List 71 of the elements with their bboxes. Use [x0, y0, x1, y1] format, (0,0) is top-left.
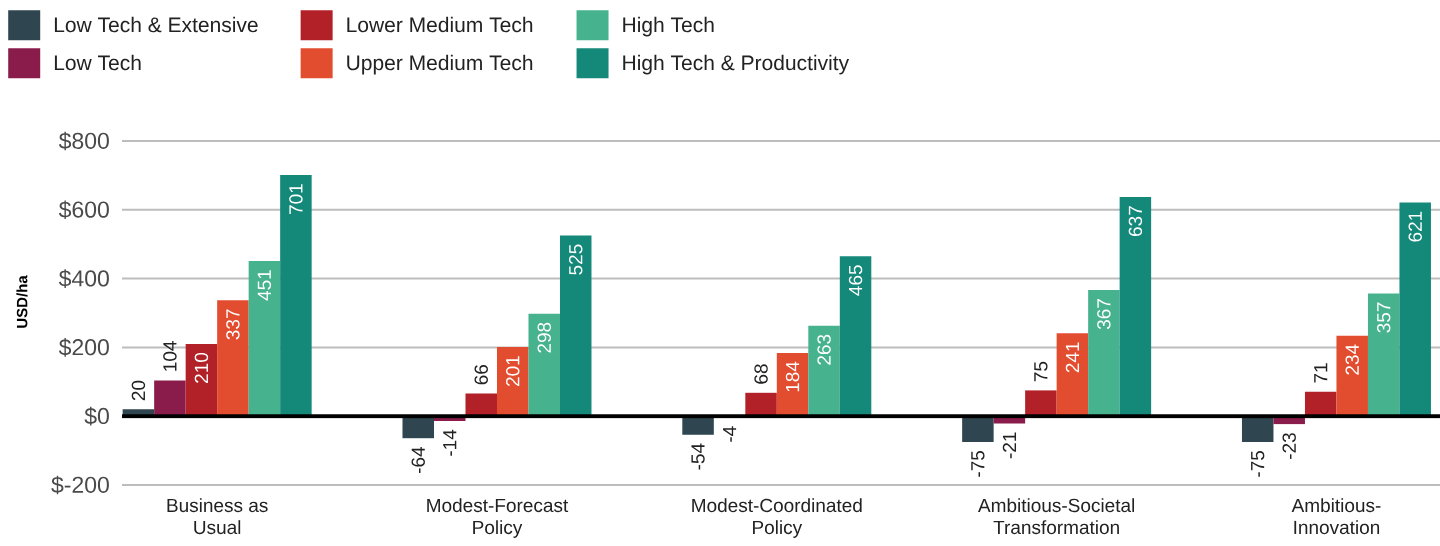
y-tick-label: $-200 [51, 475, 109, 495]
bar [280, 175, 312, 417]
bar [1025, 390, 1057, 417]
bar [559, 235, 592, 417]
y-tick-label: $600 [58, 200, 109, 220]
bar [808, 325, 840, 417]
data-label: 298 [537, 322, 551, 353]
bar [1336, 335, 1368, 417]
y-tick-label: $400 [58, 269, 109, 288]
data-label: 75 [1034, 361, 1048, 382]
data-label: -14 [443, 429, 457, 456]
bar [1399, 202, 1431, 417]
y-axis-title: USD/ha [16, 275, 28, 328]
data-label: 701 [289, 184, 303, 214]
y-tick-label: $800 [58, 131, 109, 151]
data-label: 465 [848, 265, 863, 296]
data-label: -54 [691, 443, 705, 470]
y-tick-label: $0 [84, 406, 109, 426]
bar [248, 261, 281, 417]
bar [154, 380, 186, 417]
data-label: 104 [163, 341, 177, 371]
x-tick-label: Ambitious-Societal Transformation [978, 498, 1135, 535]
bar [528, 313, 560, 417]
data-label: 66 [474, 365, 488, 385]
data-label: 451 [257, 270, 272, 301]
data-label: -64 [411, 446, 425, 474]
legend-label: Upper Medium Tech [347, 54, 533, 75]
bar [682, 416, 714, 435]
bar [1088, 289, 1120, 417]
bar [185, 343, 218, 417]
data-label: -75 [1251, 450, 1265, 477]
x-tick-label: Ambitious- Innovation [1291, 498, 1381, 535]
bar [1241, 416, 1274, 442]
data-label: 71 [1314, 363, 1328, 383]
data-label: 184 [785, 361, 800, 392]
data-label: 234 [1345, 344, 1359, 375]
bar [839, 256, 872, 417]
data-label: 637 [1128, 206, 1143, 237]
x-tick-label: Business as Usual [167, 498, 268, 535]
legend-label: High Tech & Productivity [623, 54, 850, 75]
bar [402, 416, 434, 439]
data-label: -4 [723, 426, 737, 442]
legend-label: Lower Medium Tech [347, 16, 533, 33]
x-tick-label: Modest-Coordinated Policy [692, 498, 862, 538]
data-label: 210 [194, 352, 209, 383]
data-label: 20 [131, 380, 146, 401]
data-label: 525 [569, 244, 583, 275]
y-tick-label: $200 [58, 338, 109, 357]
data-label: 201 [506, 356, 520, 386]
legend-label: Low Tech & Extensive [54, 16, 258, 33]
bar [1056, 333, 1089, 417]
data-label: 367 [1097, 299, 1111, 330]
bar [465, 393, 497, 417]
data-label: 337 [226, 309, 240, 340]
bar [1119, 197, 1152, 417]
data-label: -75 [971, 450, 985, 477]
data-label: -21 [1002, 432, 1017, 459]
data-label: 68 [754, 364, 768, 384]
bar [962, 416, 994, 442]
bar [745, 392, 777, 417]
data-label: -23 [1282, 433, 1296, 459]
data-label: 621 [1408, 211, 1422, 242]
bar [217, 300, 249, 417]
data-label: 357 [1376, 302, 1391, 333]
bar [1367, 293, 1400, 417]
bar [496, 347, 529, 417]
legend-label: Low Tech [54, 54, 141, 71]
x-tick-label: Modest-Forecast Policy [427, 498, 569, 538]
data-label: 263 [817, 334, 831, 365]
data-label: 241 [1065, 342, 1080, 373]
legend-label: High Tech [623, 16, 714, 37]
